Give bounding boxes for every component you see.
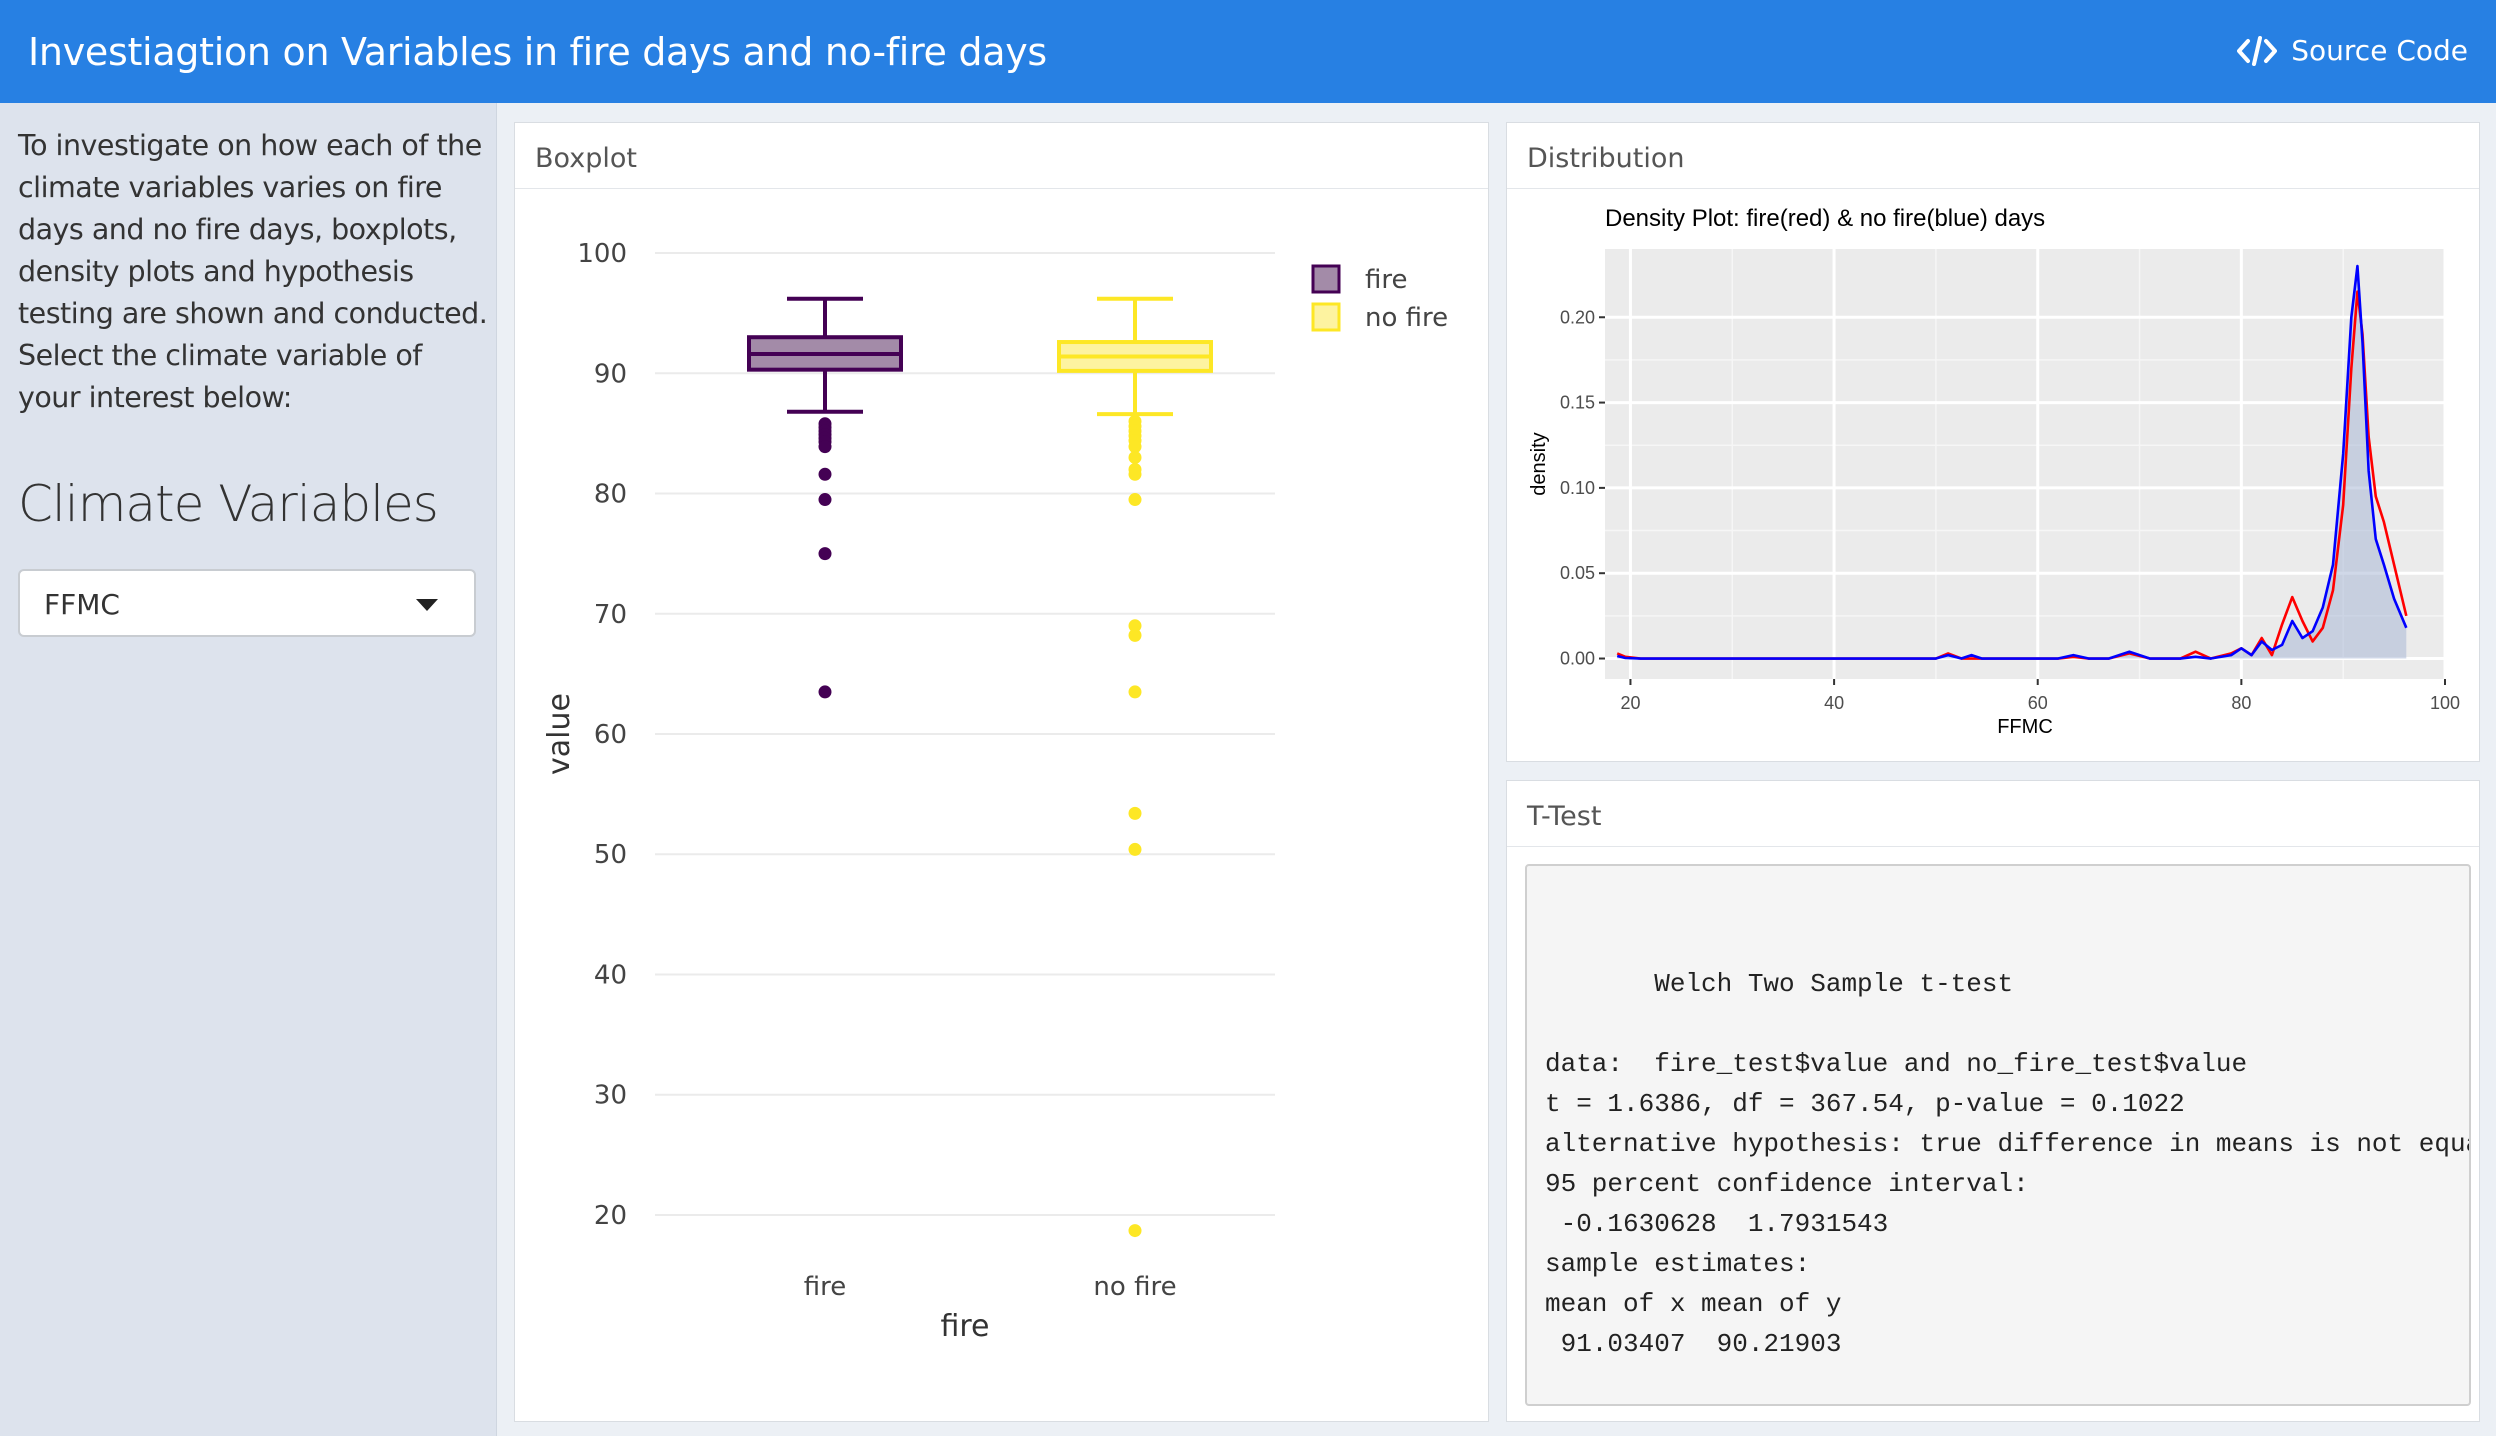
x-tick-label: 20 <box>1620 693 1640 713</box>
y-tick-label: 0.00 <box>1560 649 1595 669</box>
climate-variable-select[interactable]: FFMC <box>18 569 476 637</box>
ttest-panel-header: T-Test <box>1507 781 2479 847</box>
app-title: Investiagtion on Variables in fire days … <box>28 30 1047 74</box>
source-code-label: Source Code <box>2291 34 2468 67</box>
y-tick-label: 50 <box>594 840 627 870</box>
ttest-line: alternative hypothesis: true difference … <box>1545 1129 2469 1159</box>
y-tick-label: 60 <box>594 720 627 750</box>
y-tick-label: 100 <box>577 239 627 269</box>
outlier-point <box>1128 806 1142 820</box>
sidebar-description: To investigate on how each of the climat… <box>18 129 488 414</box>
x-tick-label: fire <box>804 1272 847 1302</box>
ttest-line: mean of x mean of y <box>1545 1289 1842 1319</box>
density-chart: 20 40 60 80 100 0.00 0.05 0.10 0.15 0.20 Density P… <box>1528 205 2460 738</box>
y-tick-label: 40 <box>594 960 627 990</box>
y-axis-title: density <box>1528 432 1550 495</box>
select-value: FFMC <box>44 588 120 621</box>
climate-variables-heading: Climate Variables <box>18 475 439 533</box>
ttest-line: t = 1.6386, df = 367.54, p-value = 0.102… <box>1545 1089 2185 1119</box>
outlier-point <box>1128 619 1142 633</box>
density-line <box>1616 264 2408 660</box>
y-tick-label: 0.10 <box>1560 478 1595 498</box>
navbar: Investiagtion on Variables in fire days … <box>0 0 2496 103</box>
x-tick-label: 80 <box>2231 693 2251 713</box>
ttest-output: Welch Two Sample t-test data: fire_test$… <box>1525 864 2471 1406</box>
y-tick-label: 80 <box>594 480 627 510</box>
x-tick-label: 40 <box>1824 693 1844 713</box>
y-tick-label: 0.15 <box>1560 393 1595 413</box>
outlier-point <box>818 547 832 561</box>
legend-swatch <box>1311 264 1341 294</box>
outlier-point <box>1128 450 1142 464</box>
ttest-line: Welch Two Sample t-test <box>1545 969 2014 999</box>
sidebar: To investigate on how each of the climat… <box>0 103 497 1436</box>
distribution-panel-title: Distribution <box>1527 143 1685 174</box>
ttest-line: data: fire_test$value and no_fire_test$v… <box>1545 1049 2248 1079</box>
y-tick-label: 0.05 <box>1560 563 1595 583</box>
boxplot-panel-header: Boxplot <box>515 123 1488 189</box>
chart-title: Density Plot: fire(red) & no fire(blue) … <box>1605 205 2045 232</box>
ttest-line: -0.1630628 1.7931543 <box>1545 1209 1889 1239</box>
outlier-point <box>1128 685 1142 699</box>
outlier-point <box>1128 628 1142 642</box>
y-tick-label: 0.20 <box>1560 307 1595 327</box>
outlier-point <box>1128 493 1142 507</box>
outlier-point <box>818 493 832 507</box>
outlier-point <box>818 685 832 699</box>
legend-label: no fire <box>1365 303 1448 333</box>
legend-swatch <box>1311 302 1341 332</box>
ttest-line: 95 percent confidence interval: <box>1545 1169 2029 1199</box>
ttest-line: sample estimates: <box>1545 1249 1811 1279</box>
density-area-fill <box>1617 266 2407 659</box>
x-axis-title: FFMC <box>1997 716 2053 738</box>
x-axis-title: fire <box>940 1309 989 1344</box>
boxplot-chart: 20 30 40 50 60 70 80 90 100 fire no fire fire value f… <box>542 239 1448 1344</box>
boxplot-panel-title: Boxplot <box>535 143 637 174</box>
x-tick-label: 60 <box>2028 693 2048 713</box>
source-code-button[interactable]: Source Code <box>2237 34 2468 67</box>
y-axis-title: value <box>542 693 577 775</box>
x-tick-label: 100 <box>2430 693 2460 713</box>
outlier-point <box>1128 842 1142 856</box>
y-tick-label: 20 <box>594 1201 627 1231</box>
code-icon <box>2237 35 2278 66</box>
y-tick-label: 70 <box>594 600 627 630</box>
boxplot-panel: Boxplot 20 30 40 50 60 70 80 90 100 fire no fire fi… <box>514 122 1489 1422</box>
distribution-panel-header: Distribution <box>1507 123 2479 189</box>
ttest-panel-title: T-Test <box>1527 801 1602 832</box>
ttest-panel: T-Test Welch Two Sample t-test data: fir… <box>1506 780 2480 1422</box>
legend-label: fire <box>1365 265 1408 295</box>
plot-background <box>1605 249 2445 679</box>
y-tick-label: 90 <box>594 359 627 389</box>
outlier-point <box>1128 440 1142 454</box>
outlier-point <box>1128 1224 1142 1238</box>
x-tick-label: no fire <box>1093 1272 1176 1302</box>
outlier-point <box>1128 467 1142 481</box>
outlier-point <box>818 467 832 481</box>
y-tick-label: 30 <box>594 1081 627 1111</box>
outlier-point <box>818 440 832 454</box>
chevron-down-icon <box>416 599 438 611</box>
distribution-panel: Distribution 20 40 60 80 100 0.00 0.05 0.10 0.15… <box>1506 122 2480 762</box>
ttest-line: 91.03407 90.21903 <box>1545 1329 1842 1359</box>
